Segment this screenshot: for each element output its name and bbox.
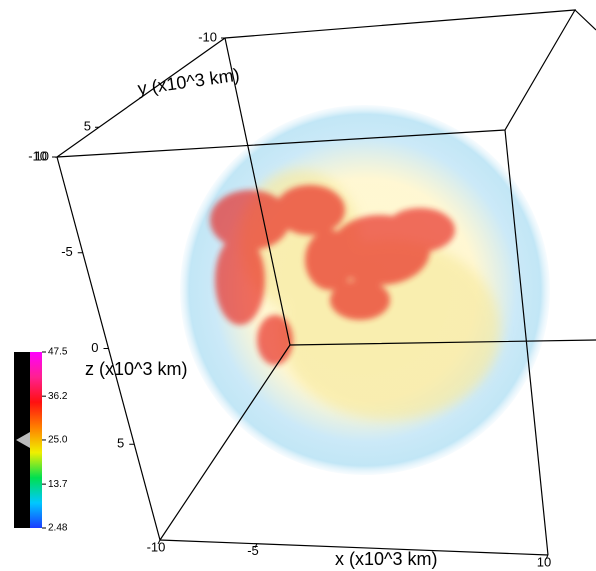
- z-tick-label: 5: [117, 436, 124, 451]
- colorbar: [30, 352, 42, 528]
- volume-render: [180, 105, 550, 475]
- z-tick-label: -5: [61, 244, 73, 259]
- scene: z (x10^3 km) x (x10^3 km) y (x10^3 km) -…: [0, 0, 596, 571]
- z-tick-label: 0: [91, 340, 98, 355]
- x-tick-label: 10: [537, 554, 551, 569]
- z-tick-label: -10: [28, 148, 47, 163]
- y-tick-label: -10: [198, 29, 217, 44]
- z-axis-label: z (x10^3 km): [85, 359, 187, 379]
- colorbar-tick-label: 13.7: [48, 479, 68, 490]
- colorbar-tick-label: 36.2: [48, 391, 68, 402]
- colorbar-tick-label: 25.0: [48, 435, 68, 446]
- colorbar-tick-label: 2.48: [48, 523, 68, 534]
- y-axis-label: y (x10^3 km): [136, 65, 240, 99]
- y-tick-label: 5: [84, 119, 91, 134]
- colorbar-tick-label: 47.5: [48, 347, 68, 358]
- x-tick-label: -5: [247, 543, 259, 558]
- x-axis-label: x (x10^3 km): [335, 549, 437, 569]
- x-tick-label: -10: [147, 539, 166, 554]
